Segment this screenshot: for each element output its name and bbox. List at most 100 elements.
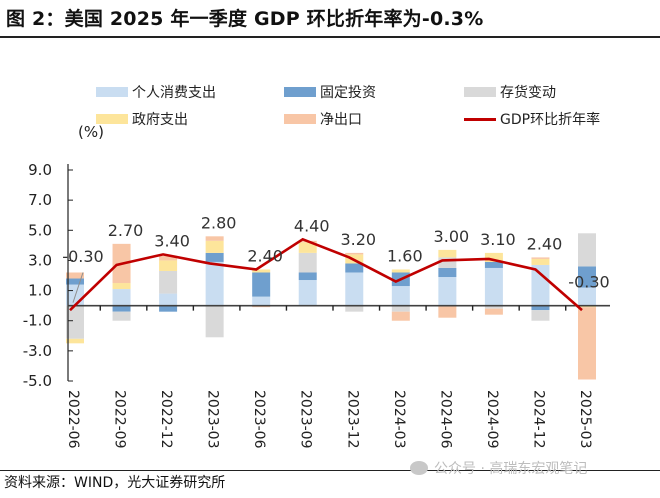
x-tick-label: 2023-12: [344, 390, 360, 449]
y-tick-label: 7.0: [28, 191, 52, 209]
data-label-2022-09: 2.70: [108, 221, 144, 240]
x-tick-label: 2022-09: [112, 390, 128, 449]
bar-government-2024-06: [438, 249, 457, 258]
bar-inventory-2024-09: [484, 305, 503, 309]
y-tick-label: 1.0: [28, 282, 52, 300]
bar-net_exports-2024-12: [531, 257, 550, 259]
bar-investment-2023-12: [345, 263, 364, 273]
watermark-text: 公众号 · 高瑞东宏观笔记: [434, 461, 588, 477]
title-divider: [0, 36, 660, 38]
data-label-2022-12: 3.40: [154, 231, 190, 250]
bars-layer: [66, 233, 596, 380]
line-layer: [69, 237, 583, 312]
y-tick-label: 5.0: [28, 221, 52, 239]
y-tick-label: -1.0: [23, 312, 52, 330]
bar-net_exports-2024-06: [438, 305, 457, 318]
bar-investment-2024-06: [438, 267, 457, 278]
data-label-2023-12: 3.20: [340, 230, 376, 249]
bar-investment-2023-09: [298, 272, 317, 281]
legend-swatch-gdp-line: [464, 117, 496, 121]
bar-inventory-2022-06: [66, 305, 84, 339]
x-tick-label: 2024-03: [391, 390, 407, 449]
x-tick-label: 2023-06: [251, 390, 267, 449]
chart-title: 图 2：美国 2025 年一季度 GDP 环比折年率为-0.3%: [6, 8, 484, 30]
watermark: 公众号 · 高瑞东宏观笔记: [410, 458, 587, 478]
bar-investment-2024-09: [484, 261, 503, 268]
bar-investment-2025-03: [578, 266, 596, 288]
bar-net_exports-2023-12: [345, 252, 364, 255]
bar-inventory-2023-09: [298, 252, 317, 273]
bar-net_exports-2024-03: [391, 311, 410, 321]
footer-divider: [0, 470, 660, 471]
legend-item-government: 政府支出: [96, 109, 188, 129]
bar-consumption-2022-09: [112, 289, 131, 306]
x-tick-label: 2023-03: [205, 390, 221, 449]
y-tick-label: -3.0: [23, 342, 52, 360]
gdp-line-series: [69, 237, 583, 312]
data-label-leader: [72, 272, 84, 303]
legend-label: GDP环比折年率: [500, 112, 601, 128]
legend-item-net-exports: 净出口: [284, 109, 362, 129]
legend-label: 存货变动: [500, 85, 556, 101]
bar-investment-2022-06: [66, 278, 84, 285]
legend-item-consumption: 个人消费支出: [96, 82, 216, 102]
x-tick-label: 2022-06: [65, 390, 81, 449]
bar-investment-2022-12: [159, 305, 178, 312]
bar-investment-2024-12: [531, 305, 550, 311]
axis-layer: 9.0 7.0 5.0 3.0 1.0 -1.0 -3.0 -5.0 (%) 2022-06 202…: [23, 123, 610, 449]
bar-inventory-2024-12: [531, 310, 550, 321]
bar-government-2024-09: [484, 252, 503, 262]
bar-inventory-2023-03: [205, 305, 224, 338]
bar-government-2023-06: [252, 269, 271, 273]
legend-swatch-net-exports: [284, 114, 316, 124]
y-axis-label: (%): [78, 123, 104, 141]
bar-net_exports-2025-03: [578, 307, 596, 380]
legend-label: 净出口: [320, 112, 362, 128]
data-label-2023-09: 4.40: [294, 216, 330, 235]
bar-government-2022-09: [112, 283, 131, 290]
bar-government-2022-12: [159, 260, 178, 271]
bar-inventory-2023-12: [345, 305, 364, 312]
bar-consumption-2023-09: [298, 280, 317, 306]
x-tick-label: 2024-06: [437, 390, 453, 449]
bar-investment-2022-09: [112, 305, 131, 312]
data-label-2024-12: 2.40: [527, 234, 563, 253]
chart-plot: 9.0 7.0 5.0 3.0 1.0 -1.0 -3.0 -5.0 (%) 2022-06 202…: [23, 123, 610, 449]
source-note: 资料来源：WIND，光大证券研究所: [4, 475, 226, 491]
bar-consumption-2024-12: [531, 264, 550, 306]
bar-investment-2023-03: [205, 252, 224, 262]
bar-government-2023-03: [205, 240, 224, 253]
data-label-2024-03: 1.60: [387, 246, 423, 265]
bar-consumption-2024-03: [391, 286, 410, 306]
bar-inventory-2022-12: [159, 270, 178, 294]
bar-consumption-2023-12: [345, 272, 364, 306]
data-label-2025-03: -0.30: [568, 273, 609, 292]
bar-government-2022-06: [66, 338, 84, 344]
legend-swatch-investment: [284, 87, 316, 97]
bar-inventory-2024-03: [391, 305, 410, 312]
bar-net_exports-2022-06: [66, 272, 84, 279]
data-label-2023-06: 2.40: [247, 246, 283, 265]
y-tick-label: 3.0: [28, 251, 52, 269]
wechat-icon: [410, 461, 428, 475]
bar-net_exports-2023-03: [205, 236, 224, 241]
bar-inventory-2025-03: [578, 233, 596, 267]
legend-swatch-inventory: [464, 87, 496, 97]
legend-item-investment: 固定投资: [284, 82, 376, 102]
bar-consumption-2022-12: [159, 293, 178, 306]
legend-item-gdp-line: GDP环比折年率: [464, 109, 600, 129]
labels-layer: -0.30 2.70 3.40 2.80 2.40 4.40 3.20 1.60 3.00 3.1…: [62, 213, 610, 303]
x-tick-label: 2024-09: [484, 390, 500, 449]
x-tick-label: 2025-03: [577, 390, 593, 449]
data-label-2024-06: 3.00: [434, 227, 470, 246]
bar-inventory-2022-09: [112, 311, 131, 321]
x-tick-label: 2024-12: [530, 390, 546, 449]
legend-item-inventory: 存货变动: [464, 82, 556, 102]
bar-inventory-2024-06: [438, 257, 457, 268]
bar-government-2024-12: [531, 258, 550, 265]
data-label-2023-03: 2.80: [201, 213, 237, 232]
legend-label: 个人消费支出: [132, 85, 216, 101]
x-tick-label: 2023-09: [298, 390, 314, 449]
bar-investment-2023-06: [252, 272, 271, 297]
bar-government-2023-09: [298, 242, 317, 253]
